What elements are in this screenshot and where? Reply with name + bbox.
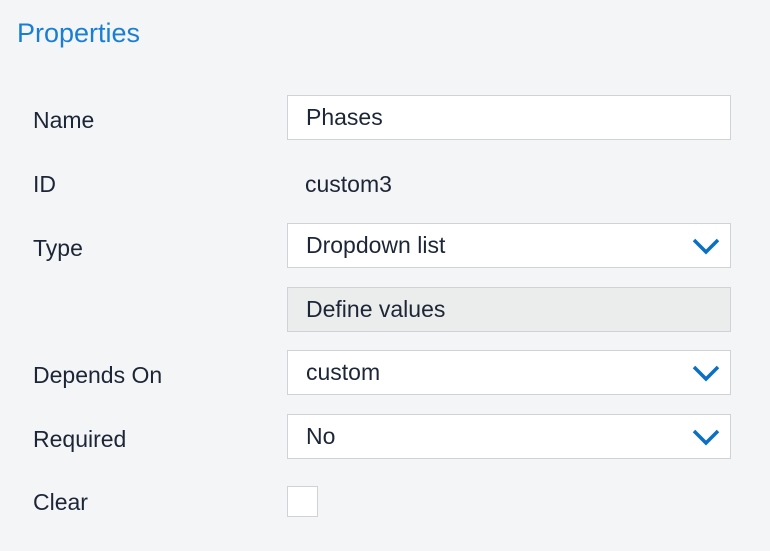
chevron-down-icon <box>692 429 720 446</box>
chevron-down-icon <box>692 365 720 382</box>
depends-on-value: custom <box>306 359 381 385</box>
type-value: Dropdown list <box>306 232 446 258</box>
name-input[interactable]: Phases <box>287 95 731 140</box>
required-label: Required <box>33 426 127 452</box>
required-dropdown[interactable]: No <box>287 414 731 459</box>
id-label: ID <box>33 171 56 197</box>
panel-title: Properties <box>17 18 141 48</box>
type-dropdown[interactable]: Dropdown list <box>287 223 731 268</box>
id-value: custom3 <box>305 171 392 197</box>
clear-checkbox[interactable] <box>287 486 318 517</box>
clear-label: Clear <box>33 489 88 515</box>
chevron-down-icon <box>692 238 720 255</box>
depends-on-label: Depends On <box>33 362 163 388</box>
required-value: No <box>306 423 336 449</box>
type-label: Type <box>33 235 83 261</box>
define-values-button[interactable]: Define values <box>287 287 731 332</box>
depends-on-dropdown[interactable]: custom <box>287 350 731 395</box>
name-label: Name <box>33 107 95 133</box>
